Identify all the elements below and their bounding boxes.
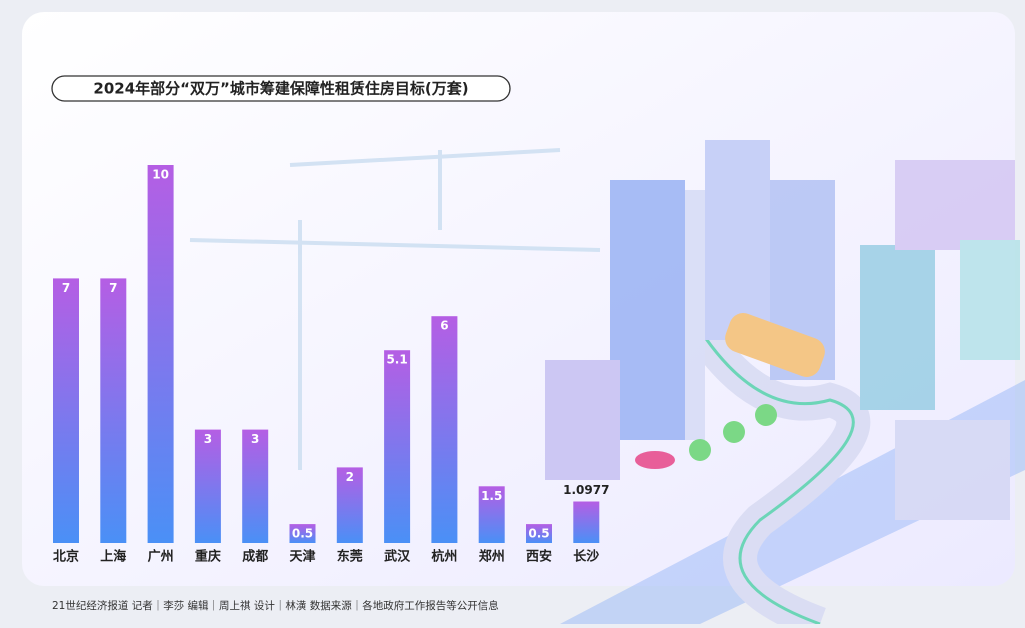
value-label: 7	[109, 281, 117, 295]
bar	[478, 486, 505, 543]
city-illustration	[189, 140, 1025, 628]
bar	[431, 316, 458, 543]
value-label: 1.0977	[563, 483, 609, 497]
x-tick-label: 重庆	[195, 549, 221, 565]
x-tick-label: 北京	[53, 549, 79, 565]
value-label: 2	[346, 470, 354, 484]
chart-title: 2024年部分“双万”城市筹建保障性租赁住房目标(万套)	[93, 80, 468, 98]
x-tick-label: 武汉	[384, 549, 411, 565]
x-tick-label: 郑州	[479, 549, 505, 565]
value-label: 5.1	[386, 353, 407, 367]
value-label: 1.5	[481, 489, 502, 503]
value-label: 3	[204, 432, 212, 446]
x-tick-label: 东莞	[337, 549, 363, 565]
value-label: 10	[152, 168, 169, 182]
x-tick-label: 天津	[289, 549, 315, 565]
bar	[526, 524, 552, 543]
bar	[573, 501, 600, 543]
bar	[53, 278, 79, 543]
bar	[384, 350, 411, 543]
bar	[147, 165, 174, 543]
footer: 21世纪经济报道 记者｜李莎 编辑｜周上祺 设计｜林潢 数据来源｜各地政府工作报…	[52, 599, 499, 612]
x-tick-label: 长沙	[573, 549, 599, 565]
value-label: 7	[62, 281, 70, 295]
title-pill	[51, 75, 511, 102]
x-tick-label: 上海	[100, 549, 126, 565]
bar	[336, 467, 363, 543]
value-label: 3	[251, 432, 259, 446]
bar	[289, 524, 316, 543]
bar	[194, 429, 221, 543]
x-tick-label: 广州	[148, 549, 174, 565]
value-label: 6	[440, 319, 448, 333]
value-label: 0.5	[292, 527, 313, 541]
x-tick-label: 西安	[526, 549, 552, 565]
bar	[242, 429, 269, 543]
bar	[100, 278, 127, 543]
x-tick-label: 杭州	[431, 549, 457, 565]
value-label: 0.5	[528, 527, 549, 541]
x-tick-label: 成都	[242, 549, 268, 565]
